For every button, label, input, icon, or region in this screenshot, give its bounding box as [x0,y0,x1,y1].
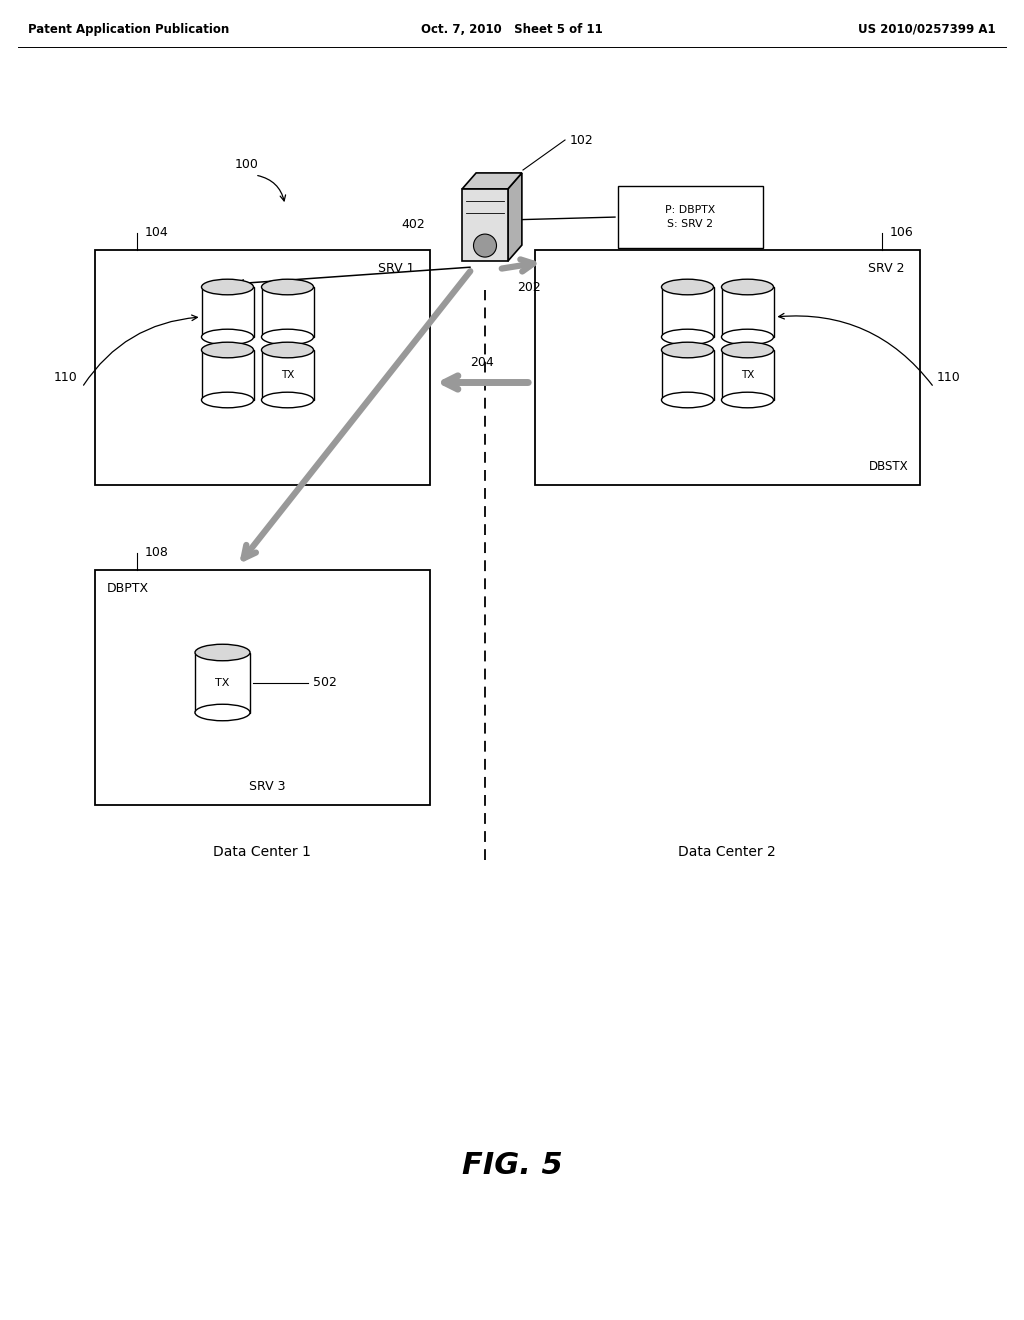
Ellipse shape [473,234,497,257]
Polygon shape [95,249,430,484]
Polygon shape [722,286,773,337]
Text: Data Center 1: Data Center 1 [213,845,311,859]
Ellipse shape [722,392,773,408]
Ellipse shape [662,329,714,345]
Text: 402: 402 [401,219,425,231]
Polygon shape [662,286,714,337]
Polygon shape [462,173,522,189]
Polygon shape [202,286,254,337]
Ellipse shape [195,644,250,661]
Text: US 2010/0257399 A1: US 2010/0257399 A1 [858,22,996,36]
Ellipse shape [261,392,313,408]
Polygon shape [722,350,773,400]
Text: 204: 204 [471,355,495,368]
Polygon shape [195,652,250,713]
Ellipse shape [195,705,250,721]
Ellipse shape [202,342,254,358]
Polygon shape [261,350,313,400]
Text: Data Center 2: Data Center 2 [678,845,776,859]
Text: 110: 110 [53,371,77,384]
Ellipse shape [202,329,254,345]
Polygon shape [618,186,763,248]
Ellipse shape [662,392,714,408]
Text: 108: 108 [145,545,169,558]
Ellipse shape [261,280,313,294]
Text: 502: 502 [312,676,336,689]
Ellipse shape [662,280,714,294]
Polygon shape [95,570,430,805]
Ellipse shape [662,342,714,358]
Text: DBSTX: DBSTX [868,459,908,473]
Polygon shape [261,286,313,337]
Ellipse shape [261,342,313,358]
Text: 100: 100 [234,158,259,172]
Text: 110: 110 [937,371,961,384]
Text: 106: 106 [890,226,913,239]
Text: TX: TX [215,677,229,688]
Text: TX: TX [281,370,294,380]
Text: SRV 2: SRV 2 [868,261,905,275]
Ellipse shape [261,329,313,345]
Text: SRV 3: SRV 3 [249,780,286,793]
Text: TX: TX [740,370,755,380]
Ellipse shape [202,280,254,294]
Text: P: DBPTX
S: SRV 2: P: DBPTX S: SRV 2 [666,205,716,228]
Polygon shape [508,173,522,261]
Ellipse shape [722,329,773,345]
Text: FIG. 5: FIG. 5 [462,1151,562,1180]
Text: 202: 202 [517,281,541,294]
Polygon shape [462,189,508,261]
Ellipse shape [202,392,254,408]
Ellipse shape [722,280,773,294]
Polygon shape [662,350,714,400]
Text: DBPTX: DBPTX [106,582,150,595]
Ellipse shape [722,342,773,358]
Text: Oct. 7, 2010   Sheet 5 of 11: Oct. 7, 2010 Sheet 5 of 11 [421,22,603,36]
Text: Patent Application Publication: Patent Application Publication [28,22,229,36]
Text: 104: 104 [145,226,169,239]
Polygon shape [535,249,920,484]
Text: SRV 1: SRV 1 [379,261,415,275]
Polygon shape [202,350,254,400]
Text: 102: 102 [570,133,594,147]
